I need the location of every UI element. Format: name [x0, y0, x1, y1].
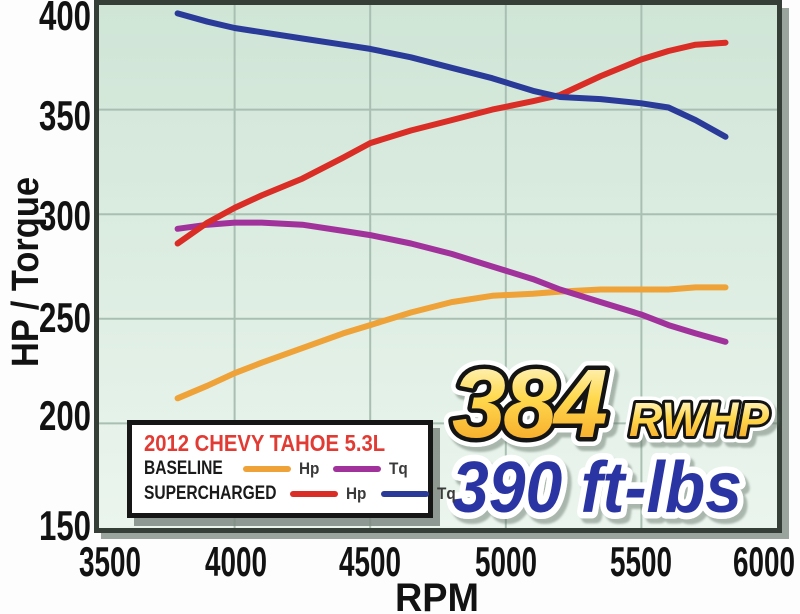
hp-callout-unit: RWHP: [629, 394, 770, 447]
legend-row-supercharged: SUPERCHARGED Hp Tq: [144, 481, 455, 506]
hp-callout-value-halo: 384: [452, 349, 607, 458]
y-axis-title: HP / Torque: [5, 177, 47, 367]
series-lines: [174, 10, 729, 402]
x-tick-label: 3500: [79, 538, 141, 585]
y-tick-label: 300: [39, 192, 91, 239]
legend-label-baseline: BASELINE: [144, 457, 223, 479]
x-tick-label: 4500: [339, 538, 401, 585]
series-line-baseline-tq: [174, 219, 729, 345]
baseline-hp-swatch: [242, 465, 291, 472]
legend-label-supercharged: SUPERCHARGED: [144, 482, 277, 504]
legend: 2012 CHEVY TAHOE 5.3L BASELINE Hp Tq SUP…: [127, 420, 455, 518]
supercharged-hp-unit-label: Hp: [346, 483, 367, 503]
x-tick-label: 4000: [205, 538, 267, 585]
baseline-tq-unit-label: Tq: [389, 458, 408, 478]
hp-callout: 384 RWHP 384 RWHP: [443, 340, 776, 467]
legend-row-baseline: BASELINE Hp Tq: [144, 456, 422, 481]
torque-callout-halo: 390 ft-lbs: [452, 448, 742, 528]
y-tick-label: 200: [39, 392, 91, 439]
torque-callout: 390 ft-lbs 390 ft-lbs: [446, 442, 749, 535]
series-line-supercharged-hp: [174, 39, 729, 247]
series-line-baseline-hp: [174, 284, 729, 402]
baseline-hp-unit-label: Hp: [298, 458, 319, 478]
hp-callout-unit-halo: RWHP: [629, 394, 770, 447]
legend-title: 2012 CHEVY TAHOE 5.3L: [144, 430, 386, 456]
supercharged-hp-swatch: [290, 490, 338, 497]
baseline-tq-swatch: [333, 465, 382, 472]
y-tick-label: 250: [39, 294, 91, 341]
x-tick-label: 6000: [733, 538, 795, 585]
x-tick-label: 5500: [610, 538, 672, 585]
supercharged-tq-swatch: [380, 490, 429, 497]
plot-border: [94, 0, 782, 533]
y-tick-label: 400: [39, 0, 91, 39]
y-tick-label: 350: [39, 92, 91, 139]
series-line-supercharged-tq: [174, 10, 729, 140]
supercharged-tq-unit-label: Tq: [436, 483, 456, 503]
x-tick-label: 5000: [475, 538, 537, 585]
y-tick-label: 150: [39, 502, 91, 549]
hp-callout-value: 384: [452, 349, 607, 458]
x-axis-title: RPM: [395, 576, 479, 614]
torque-callout-text: 390 ft-lbs: [452, 448, 742, 528]
